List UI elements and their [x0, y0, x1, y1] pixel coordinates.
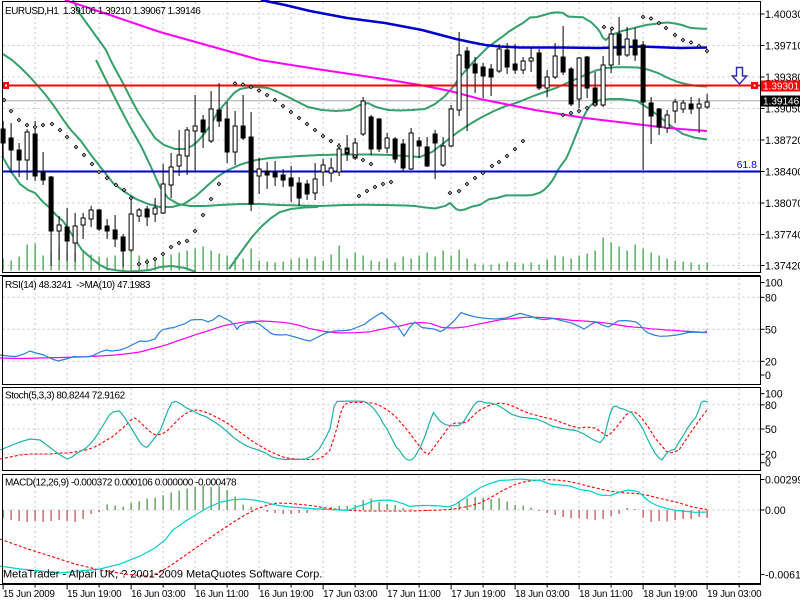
svg-text:100: 100 [765, 389, 783, 401]
svg-text:100: 100 [765, 278, 783, 290]
svg-text:RSI(14) 48.3241 ->MA(10) 47.1: RSI(14) 48.3241 ->MA(10) 47.1983 [5, 280, 151, 291]
svg-text:80: 80 [765, 292, 777, 304]
svg-text:17 Jun 11:00: 17 Jun 11:00 [387, 589, 441, 600]
svg-text:17 Jun 03:00: 17 Jun 03:00 [323, 589, 378, 600]
svg-text:19 Jun 03:00: 19 Jun 03:00 [707, 589, 762, 600]
svg-text:0: 0 [765, 370, 771, 382]
svg-text:EURUSD,H1 1.39106 1.39210 1.3: EURUSD,H1 1.39106 1.39210 1.39067 1.3914… [5, 6, 201, 17]
svg-text:16 Jun 11:00: 16 Jun 11:00 [195, 589, 249, 600]
svg-text:1.38400: 1.38400 [765, 167, 800, 179]
svg-text:Stoch(5,3,3) 80.8244 72.9162: Stoch(5,3,3) 80.8244 72.9162 [5, 391, 126, 402]
svg-text:20: 20 [765, 449, 777, 461]
svg-text:20: 20 [765, 356, 777, 368]
svg-text:50: 50 [765, 324, 777, 336]
svg-text:1.40030: 1.40030 [765, 9, 800, 21]
svg-text:17 Jun 19:00: 17 Jun 19:00 [451, 589, 506, 600]
svg-text:0: 0 [765, 458, 771, 470]
svg-text:1.38720: 1.38720 [765, 135, 800, 147]
svg-text:1.39301: 1.39301 [763, 82, 800, 93]
svg-text:MACD(12,26,9) -0.000372 0.0001: MACD(12,26,9) -0.000372 0.000106 0.00000… [5, 478, 237, 489]
svg-text:16 Jun 19:00: 16 Jun 19:00 [259, 589, 314, 600]
svg-text:18 Jun 03:00: 18 Jun 03:00 [515, 589, 570, 600]
svg-text:15 Jun 2009: 15 Jun 2009 [3, 589, 55, 600]
svg-text:16 Jun 03:00: 16 Jun 03:00 [131, 589, 186, 600]
svg-text:0.00: 0.00 [765, 505, 786, 517]
svg-text:18 Jun 11:00: 18 Jun 11:00 [579, 589, 633, 600]
svg-text:61.8: 61.8 [737, 159, 758, 171]
svg-text:80: 80 [765, 400, 777, 412]
svg-text:MetaTrader - Alpari UK, ? 2001: MetaTrader - Alpari UK, ? 2001-2009 Meta… [3, 569, 322, 581]
svg-text:0.002998: 0.002998 [765, 475, 800, 487]
svg-text:1.37740: 1.37740 [765, 230, 800, 242]
svg-text:-0.00615: -0.00615 [765, 569, 800, 581]
svg-text:1.38070: 1.38070 [765, 198, 800, 210]
svg-text:15 Jun 19:00: 15 Jun 19:00 [67, 589, 122, 600]
svg-text:1.39146: 1.39146 [763, 97, 800, 108]
svg-text:1.37420: 1.37420 [765, 261, 800, 273]
svg-text:18 Jun 19:00: 18 Jun 19:00 [643, 589, 698, 600]
svg-text:1.39710: 1.39710 [765, 41, 800, 53]
svg-text:50: 50 [765, 424, 777, 436]
